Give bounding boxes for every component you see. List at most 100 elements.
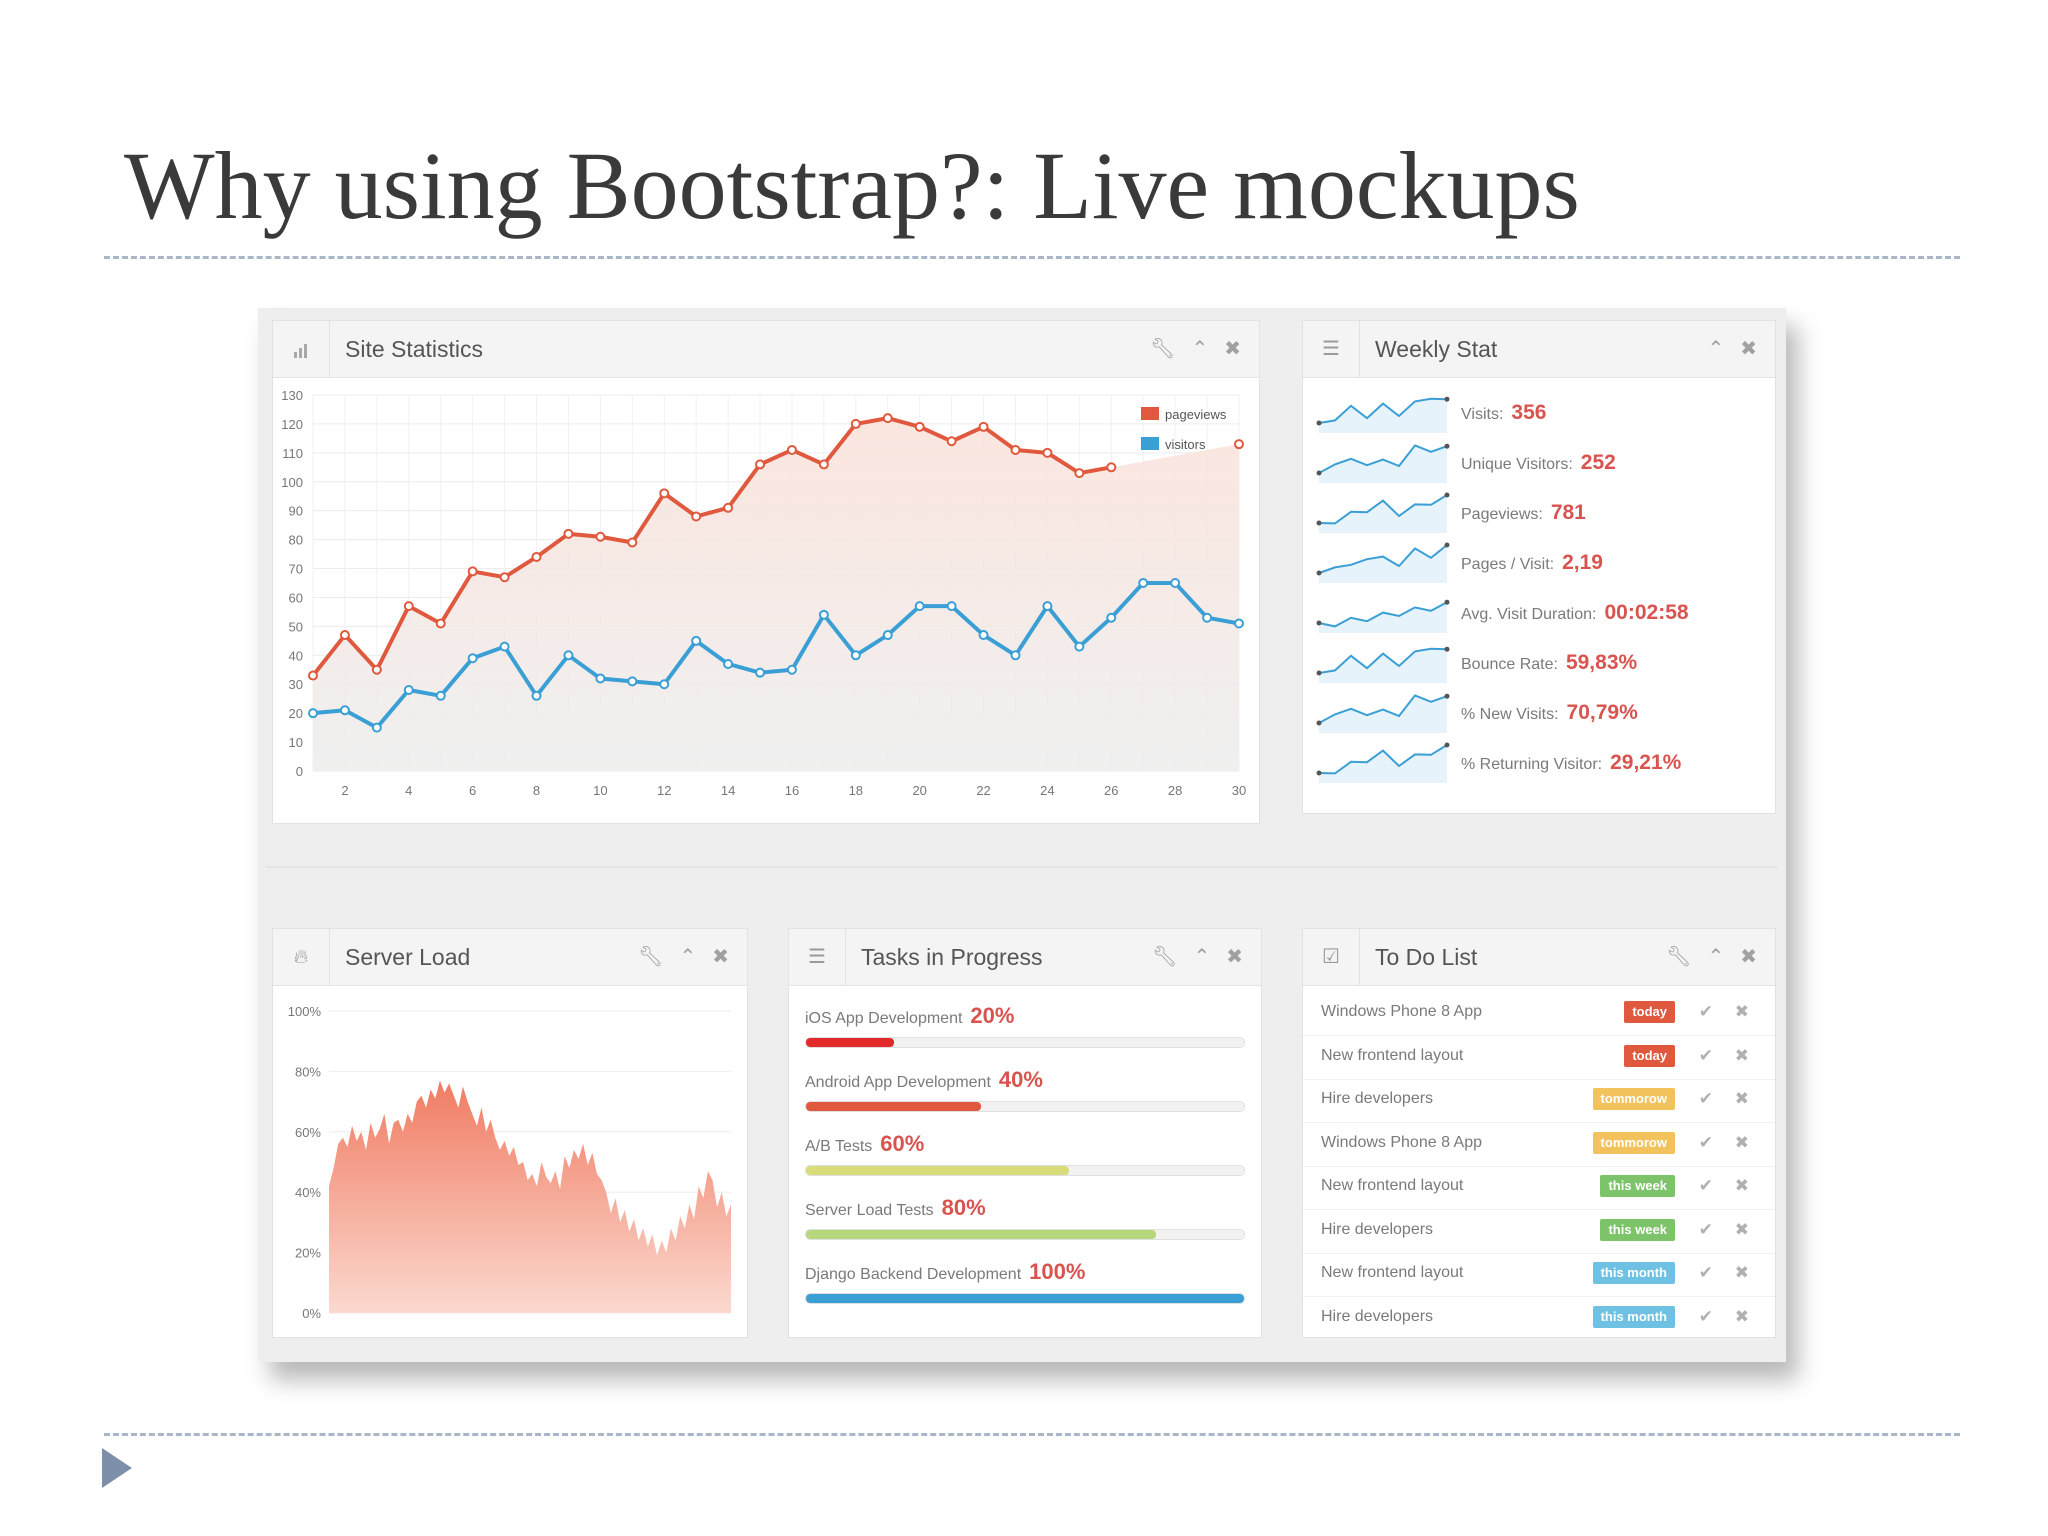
check-icon[interactable]: ✔ [1698,1306,1713,1326]
weekly-stat-label: Bounce Rate: 59,83% [1461,651,1637,675]
x-tick-label: 22 [976,783,990,798]
panel-header: ☰ Tasks in Progress 🔧︎ ⌃ ✖ [789,929,1261,986]
check-icon[interactable]: ✔ [1698,1263,1713,1282]
pageviews-point [531,551,542,562]
legend-swatch [1141,407,1159,420]
check-icon[interactable]: ✔ [1698,1045,1713,1065]
close-icon[interactable]: ✖ [1224,338,1241,360]
close-icon[interactable]: ✖ [712,946,729,968]
checkbox-icon: ☑ [1303,929,1360,985]
visitors-point [1106,612,1117,623]
pageviews-point [946,436,957,447]
close-icon[interactable]: ✖ [1740,946,1757,968]
task-name: Django Backend Development [805,1266,1022,1283]
pageviews-point [691,511,702,522]
sparkline [1316,742,1450,783]
y-tick-label: 120 [281,417,303,432]
weekly-stat-value: 2,19 [1562,551,1603,574]
sparkline-point [1444,492,1450,498]
pageviews-point [435,618,446,629]
close-icon[interactable]: ✖ [1226,946,1243,968]
progress-fill [806,1294,1244,1303]
close-icon[interactable]: ✖ [1734,1263,1749,1282]
chevron-up-icon[interactable]: ⌃ [1191,338,1209,360]
visitors-point [308,708,318,719]
progress-bar [805,1165,1245,1176]
panel-title: To Do List [1375,944,1478,970]
legend-label: pageviews [1165,407,1227,422]
y-tick-label: 60 [289,590,303,605]
sparkline-area [1319,648,1447,683]
close-icon[interactable]: ✖ [1734,1045,1749,1065]
visitors-point [499,641,510,652]
weekly-stat-value: 59,83% [1565,651,1638,674]
pageviews-point [467,566,478,577]
close-icon[interactable]: ✖ [1740,338,1757,360]
wrench-icon[interactable]: 🔧︎ [1666,946,1692,968]
task-name: Android App Development [805,1074,991,1091]
y-tick-label: 30 [289,677,303,692]
pageviews-point [1106,462,1117,473]
chevron-up-icon[interactable]: ⌃ [1707,946,1725,968]
wrench-icon[interactable]: 🔧︎ [638,946,664,968]
weekly-stat-name: Avg. Visit Duration: [1461,606,1597,623]
list-icon: ☰ [789,929,846,985]
sparkline [1316,492,1450,533]
check-icon[interactable]: ✔ [1698,1219,1713,1239]
visitors-point [1042,601,1053,612]
check-icon[interactable]: ✔ [1698,1176,1713,1195]
close-icon[interactable]: ✖ [1734,1306,1749,1326]
task-percent: 80% [941,1195,986,1220]
server-load-chart: 100% 80% 60% 40% 20% 0% [288,1004,731,1321]
panel-title: Weekly Stat [1375,336,1498,362]
progress-fill [806,1038,894,1047]
weekly-stat-label: Pages / Visit: 2,19 [1461,551,1603,575]
close-icon[interactable]: ✖ [1734,1002,1749,1021]
chevron-up-icon[interactable]: ⌃ [1707,338,1725,360]
todo-badge: this month [1592,1305,1675,1328]
todo-text: Hire developers [1321,1220,1434,1238]
weekly-stat-row: % New Visits: 70,79% [1313,687,1765,737]
tasks-list: iOS App Development 20% Android App Develo… [789,985,1261,1337]
list-icon: ☰ [1303,321,1360,377]
task-item: Django Backend Development 100% [805,1259,1245,1309]
pageviews-point [882,413,893,424]
check-icon[interactable]: ✔ [1698,1089,1713,1108]
weekly-stat-row: Avg. Visit Duration: 00:02:58 [1313,587,1765,637]
pageviews-line [311,416,1112,677]
close-icon[interactable]: ✖ [1734,1089,1749,1108]
sparkline-area [1319,545,1447,583]
close-icon[interactable]: ✖ [1734,1176,1749,1195]
y-tick-label: 10 [289,735,303,750]
weekly-stat-name: Pageviews: [1461,506,1543,523]
panel-body: 100% 80% 60% 40% 20% 0% [273,985,747,1337]
pageviews-point [563,528,574,539]
chevron-up-icon[interactable]: ⌃ [679,946,697,968]
panel-header: 🔥︎ Server Load 🔧︎ ⌃ ✖ [273,929,747,986]
panel-title: Server Load [345,944,471,970]
pageviews-point [1234,439,1244,450]
y-tick-label: 50 [289,619,303,634]
check-icon[interactable]: ✔ [1698,1132,1713,1152]
sparkline-area [1319,445,1447,483]
wrench-icon[interactable]: 🔧︎ [1152,946,1178,968]
visitors-point [755,667,766,678]
wrench-icon[interactable]: 🔧︎ [1150,338,1176,360]
visitors-point [723,658,734,669]
task-name: A/B Tests [805,1138,873,1155]
x-tick-label: 28 [1168,783,1182,798]
pageviews-point [339,630,350,641]
task-label: A/B Tests 60% [805,1131,924,1157]
check-icon[interactable]: ✔ [1698,1002,1713,1021]
chevron-up-icon[interactable]: ⌃ [1193,946,1211,968]
visitors-point [818,609,829,620]
sparkline-area [1319,695,1447,733]
sparkline-line [1318,494,1448,525]
close-icon[interactable]: ✖ [1734,1219,1749,1239]
weekly-stat-value: 781 [1550,501,1586,524]
sparkline-line [1318,601,1448,628]
pageviews-point [1042,447,1053,458]
x-tick-label: 16 [785,783,799,798]
y-tick-label: 40% [295,1185,321,1200]
close-icon[interactable]: ✖ [1734,1132,1749,1152]
